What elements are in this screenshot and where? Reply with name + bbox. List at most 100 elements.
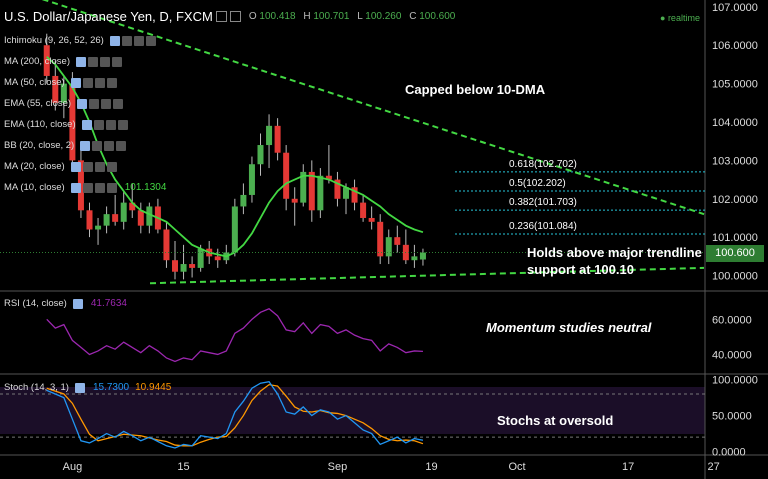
plus-icon[interactable] [100, 56, 110, 67]
indicator-item[interactable]: EMA (55, close) [4, 98, 125, 109]
gear-icon[interactable] [89, 98, 100, 109]
open-value: 100.418 [259, 11, 296, 22]
indicator-value: 101.1304 [124, 182, 167, 193]
indicator-item[interactable]: MA (200, close) [4, 56, 124, 67]
stoch-tick-label: 100.0000 [712, 375, 758, 387]
indicator-item[interactable]: MA (20, close) [4, 161, 119, 172]
candle-body [112, 214, 119, 222]
gear-icon[interactable] [82, 77, 93, 88]
close-icon[interactable] [112, 56, 122, 67]
candle-body [197, 248, 204, 268]
stoch-tick-label: 50.0000 [712, 411, 752, 423]
close-icon[interactable] [106, 77, 117, 88]
x-tick-label: 17 [622, 461, 634, 473]
eye-icon[interactable] [74, 382, 85, 393]
fib-label: 0.5(102.202) [509, 178, 566, 190]
gear-icon[interactable] [92, 140, 103, 151]
close-icon[interactable] [145, 35, 156, 46]
candle-body [394, 237, 401, 245]
annotation-holds-1: Holds above major trendline [527, 245, 702, 260]
realtime-dot-icon: ● [660, 13, 668, 23]
annotation-momentum: Momentum studies neutral [486, 320, 652, 335]
close-icon[interactable] [116, 140, 127, 151]
candle-body [231, 206, 238, 253]
price-tick-label: 106.0000 [712, 40, 758, 52]
indicator-item[interactable]: MA (10, close) 101.1304 [4, 182, 166, 193]
x-tick-label: 15 [177, 461, 189, 473]
plus-icon[interactable] [94, 182, 105, 193]
x-tick-label: Aug [63, 461, 83, 473]
gear-icon[interactable] [82, 182, 93, 193]
candle-body [257, 145, 264, 165]
x-tick-label: Sep [328, 461, 348, 473]
eye-icon[interactable] [70, 161, 81, 172]
candle-body [300, 171, 307, 203]
stoch-band [0, 387, 705, 434]
gear-icon[interactable] [82, 161, 93, 172]
annotation-capped: Capped below 10-DMA [405, 82, 546, 97]
candle-body [308, 171, 315, 211]
eye-icon[interactable] [72, 298, 83, 309]
candle-body [385, 237, 392, 257]
eye-icon[interactable] [109, 35, 120, 46]
candle-body [248, 164, 255, 195]
indicator-label: Ichimoku (9, 26, 52, 26) [4, 35, 104, 46]
menu-icon[interactable] [229, 11, 241, 22]
plus-icon[interactable] [133, 35, 144, 46]
candle-body [291, 198, 298, 203]
indicator-item[interactable]: MA (50, close) [4, 77, 119, 88]
rsi-line [46, 308, 423, 363]
indicator-item[interactable]: BB (20, close, 2) [4, 140, 128, 151]
candle-body [283, 152, 290, 199]
indicator-item[interactable]: EMA (110, close) [4, 119, 130, 130]
x-tick-label: Oct [508, 461, 525, 473]
resistance-trendline [41, 0, 705, 216]
stoch-k-line [46, 381, 424, 449]
annotation-stochs: Stochs at oversold [497, 413, 614, 428]
chart-title[interactable]: U.S. Dollar/Japanese Yen, D, FXCM [4, 9, 213, 24]
settings-icon[interactable] [215, 11, 227, 22]
eye-icon[interactable] [70, 77, 81, 88]
price-tick-label: 101.0000 [712, 232, 758, 244]
plus-icon[interactable] [101, 98, 112, 109]
gear-icon[interactable] [93, 119, 104, 130]
candle-body [317, 175, 324, 211]
indicator-label: MA (20, close) [4, 161, 65, 172]
indicator-label: EMA (110, close) [4, 119, 76, 130]
eye-icon[interactable] [81, 119, 92, 130]
close-icon[interactable] [117, 119, 128, 130]
eye-icon[interactable] [80, 140, 91, 151]
x-tick-label: 27 [708, 461, 720, 473]
candle-body [95, 225, 102, 230]
last-price-tag: 100.600 [706, 244, 764, 262]
candle-body [137, 210, 144, 226]
candle-body [411, 256, 418, 261]
eye-icon[interactable] [77, 98, 88, 109]
plus-icon[interactable] [105, 119, 116, 130]
candle-body [377, 221, 384, 257]
plus-icon[interactable] [94, 161, 105, 172]
indicator-label: MA (200, close) [4, 56, 70, 67]
close-icon[interactable] [113, 98, 124, 109]
rsi-tick-label: 40.0000 [712, 349, 752, 361]
eye-icon[interactable] [70, 182, 81, 193]
price-tick-label: 100.0000 [712, 271, 758, 283]
candle-body [60, 83, 67, 103]
indicator-item[interactable]: Ichimoku (9, 26, 52, 26) [4, 35, 158, 46]
gear-icon[interactable] [88, 56, 98, 67]
gear-icon[interactable] [121, 35, 132, 46]
chart-header: U.S. Dollar/Japanese Yen, D, FXCM O 100.… [4, 9, 460, 24]
candle-body [360, 202, 367, 218]
eye-icon[interactable] [76, 56, 86, 67]
indicator-label: MA (50, close) [4, 77, 65, 88]
price-tick-label: 105.0000 [712, 79, 758, 91]
realtime-indicator: ● realtime [660, 13, 700, 23]
plus-icon[interactable] [104, 140, 115, 151]
stoch-d-line [46, 383, 424, 447]
candle-body [214, 256, 221, 261]
close-icon[interactable] [106, 161, 117, 172]
close-icon[interactable] [106, 182, 117, 193]
candle-body [69, 83, 76, 161]
annotation-holds-2: support at 100.10 [527, 262, 634, 277]
plus-icon[interactable] [94, 77, 105, 88]
